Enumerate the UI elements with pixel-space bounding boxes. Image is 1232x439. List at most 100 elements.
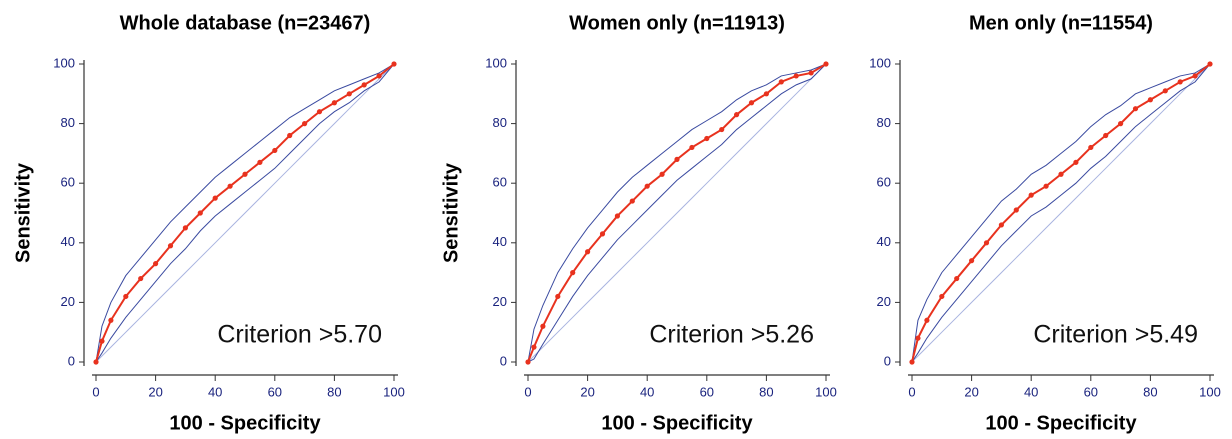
- y-tick-label: 0: [68, 353, 75, 368]
- y-tick-label: 80: [877, 115, 891, 130]
- data-point: [1118, 121, 1124, 127]
- data-point: [659, 171, 665, 177]
- x-axis-label: 100 - Specificity: [985, 412, 1137, 434]
- y-tick-label: 40: [61, 234, 75, 249]
- x-tick-label: 100: [1199, 384, 1221, 399]
- data-point: [361, 82, 367, 88]
- data-point: [1192, 73, 1198, 79]
- data-point: [599, 231, 606, 237]
- data-point: [983, 240, 990, 246]
- data-point: [570, 270, 576, 276]
- data-point: [1207, 61, 1213, 67]
- data-point: [915, 335, 921, 341]
- y-tick-label: 80: [61, 115, 75, 130]
- series-line: [527, 63, 827, 363]
- series-line: [95, 63, 395, 363]
- data-point: [793, 73, 799, 79]
- data-point: [182, 225, 188, 231]
- x-tick-label: 0: [92, 384, 99, 399]
- x-tick-label: 100: [815, 384, 837, 399]
- series-line: [527, 63, 827, 363]
- data-point: [1028, 192, 1034, 198]
- y-tick-label: 80: [493, 115, 507, 130]
- y-tick-label: 100: [53, 55, 75, 70]
- data-point: [704, 135, 710, 142]
- x-tick-label: 100: [383, 384, 405, 399]
- x-tick-label: 40: [640, 384, 654, 399]
- chart-title: Men only (n=11554): [969, 12, 1153, 34]
- series-line: [527, 63, 827, 363]
- y-tick-label: 60: [493, 175, 507, 190]
- series-line: [95, 63, 395, 363]
- chart-title: Whole database (n=23467): [120, 12, 371, 34]
- data-point: [1088, 144, 1094, 151]
- data-point: [629, 198, 635, 204]
- data-point: [1147, 97, 1153, 103]
- data-point: [1073, 159, 1079, 165]
- y-tick-label: 0: [884, 353, 891, 368]
- data-point: [644, 183, 650, 189]
- x-tick-label: 80: [759, 384, 773, 399]
- data-point: [778, 79, 784, 85]
- series-line: [911, 63, 1211, 363]
- x-axis-label: 100 - Specificity: [169, 412, 321, 434]
- data-point: [302, 121, 308, 127]
- data-point: [954, 275, 960, 282]
- data-point: [1058, 171, 1064, 177]
- data-point: [998, 222, 1005, 228]
- data-point: [1177, 79, 1183, 85]
- data-point: [108, 317, 114, 323]
- y-tick-label: 20: [61, 294, 75, 309]
- data-point: [1103, 132, 1109, 139]
- data-point: [316, 109, 323, 115]
- x-tick-label: 20: [580, 384, 594, 399]
- data-point: [719, 126, 725, 133]
- data-point: [1043, 183, 1049, 189]
- data-point: [1013, 207, 1019, 213]
- data-point: [123, 293, 129, 300]
- data-point: [969, 258, 975, 264]
- data-point: [924, 317, 930, 323]
- y-tick-label: 20: [493, 294, 507, 309]
- y-tick-label: 60: [877, 175, 891, 190]
- data-point: [763, 91, 770, 97]
- y-tick-label: 20: [877, 294, 891, 309]
- y-tick-label: 60: [61, 175, 75, 190]
- data-point: [614, 213, 621, 219]
- y-tick-label: 0: [500, 353, 507, 368]
- data-point: [585, 249, 591, 255]
- x-tick-label: 40: [1024, 384, 1038, 399]
- data-point: [346, 91, 352, 97]
- series-line: [95, 63, 395, 363]
- y-axis-label: Sensitivity: [12, 162, 34, 263]
- x-tick-label: 60: [268, 384, 282, 399]
- data-point: [555, 293, 561, 300]
- x-tick-label: 80: [1143, 384, 1157, 399]
- data-point: [212, 195, 218, 201]
- x-tick-label: 20: [148, 384, 162, 399]
- data-point: [99, 338, 105, 344]
- x-tick-label: 40: [208, 384, 222, 399]
- data-point: [227, 183, 233, 189]
- x-tick-label: 60: [700, 384, 714, 399]
- data-point: [242, 171, 248, 177]
- x-tick-label: 0: [524, 384, 531, 399]
- annotation: Criterion >5.49: [1033, 321, 1198, 349]
- data-point: [748, 100, 755, 106]
- y-tick-label: 40: [877, 234, 891, 249]
- series-line: [911, 63, 1211, 363]
- series-line: [911, 63, 1211, 363]
- data-point: [939, 293, 945, 300]
- annotation: Criterion >5.70: [217, 321, 382, 349]
- data-point: [287, 132, 293, 139]
- series-line: [527, 63, 827, 363]
- data-point: [1132, 106, 1139, 112]
- x-tick-label: 20: [964, 384, 978, 399]
- data-point: [909, 359, 915, 365]
- x-tick-label: 80: [327, 384, 341, 399]
- data-point: [197, 210, 203, 216]
- data-point: [525, 359, 531, 365]
- y-tick-label: 100: [485, 55, 507, 70]
- data-point: [1162, 88, 1168, 94]
